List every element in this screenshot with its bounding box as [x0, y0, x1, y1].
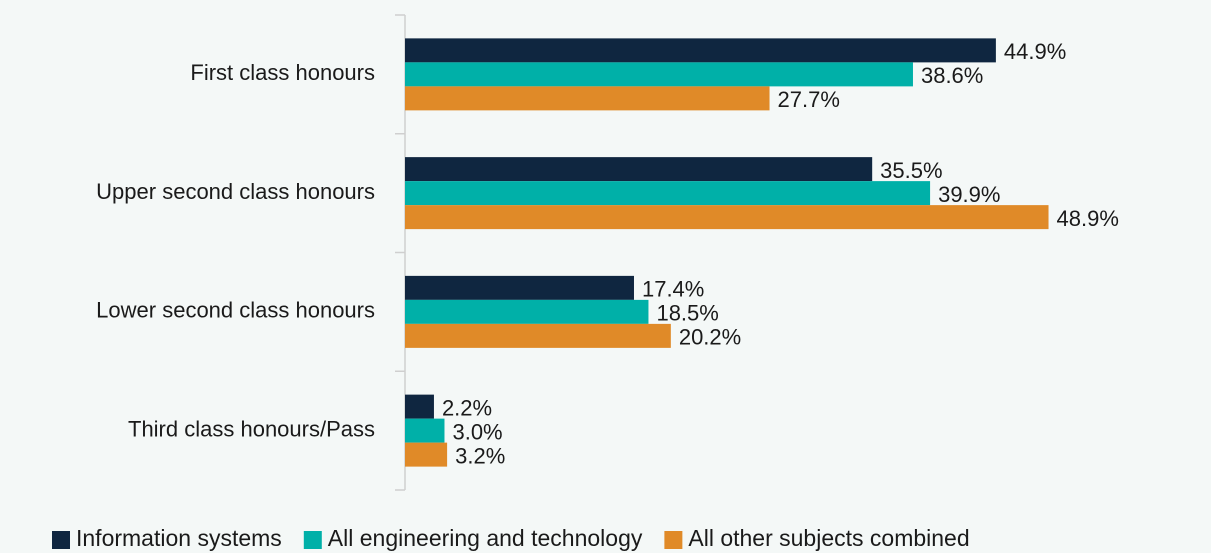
- data-label: 3.2%: [455, 443, 505, 468]
- data-label: 35.5%: [880, 158, 942, 183]
- y-tick-label: Upper second class honours: [96, 179, 375, 204]
- data-label: 39.9%: [938, 182, 1000, 207]
- y-tick-label: Third class honours/Pass: [128, 416, 375, 441]
- legend-label: All engineering and technology: [328, 525, 643, 551]
- bar: [405, 299, 649, 324]
- legend-swatch: [303, 531, 322, 549]
- bar: [405, 38, 996, 63]
- legend-label: All other subjects combined: [688, 525, 969, 551]
- bar: [405, 418, 445, 443]
- bar: [405, 181, 931, 206]
- bar: [405, 62, 913, 87]
- data-label: 27.7%: [778, 87, 840, 112]
- legend-swatch: [52, 531, 70, 549]
- bar: [405, 157, 873, 182]
- data-label: 20.2%: [679, 325, 741, 350]
- bar: [405, 323, 671, 348]
- bar: [405, 394, 434, 419]
- data-label: 48.9%: [1057, 206, 1119, 231]
- bar: [405, 205, 1049, 230]
- y-tick-label: Lower second class honours: [96, 298, 375, 323]
- y-tick-label: First class honours: [190, 60, 375, 85]
- bar: [405, 86, 770, 111]
- data-label: 44.9%: [1004, 39, 1066, 64]
- legend-swatch: [664, 531, 683, 549]
- bar: [405, 275, 634, 300]
- data-label: 38.6%: [921, 63, 983, 88]
- data-label: 18.5%: [656, 301, 718, 326]
- bar: [405, 442, 448, 467]
- legend-label: Information systems: [76, 525, 282, 551]
- data-label: 3.0%: [452, 419, 502, 444]
- data-label: 2.2%: [442, 395, 492, 420]
- data-label: 17.4%: [642, 277, 704, 302]
